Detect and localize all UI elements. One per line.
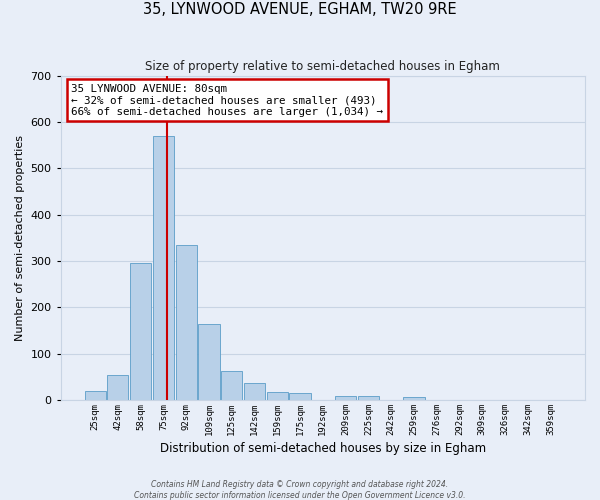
Y-axis label: Number of semi-detached properties: Number of semi-detached properties: [15, 135, 25, 341]
Bar: [153, 136, 174, 400]
Bar: [199, 324, 220, 400]
Bar: [85, 391, 106, 400]
X-axis label: Distribution of semi-detached houses by size in Egham: Distribution of semi-detached houses by …: [160, 442, 486, 455]
Text: 35, LYNWOOD AVENUE, EGHAM, TW20 9RE: 35, LYNWOOD AVENUE, EGHAM, TW20 9RE: [143, 2, 457, 18]
Bar: [176, 244, 197, 400]
Bar: [130, 264, 151, 400]
Text: Contains HM Land Registry data © Crown copyright and database right 2024.
Contai: Contains HM Land Registry data © Crown c…: [134, 480, 466, 500]
Bar: [221, 372, 242, 400]
Text: 35 LYNWOOD AVENUE: 80sqm
← 32% of semi-detached houses are smaller (493)
66% of : 35 LYNWOOD AVENUE: 80sqm ← 32% of semi-d…: [71, 84, 383, 117]
Bar: [244, 383, 265, 400]
Bar: [107, 374, 128, 400]
Bar: [358, 396, 379, 400]
Bar: [403, 397, 425, 400]
Bar: [267, 392, 288, 400]
Bar: [335, 396, 356, 400]
Title: Size of property relative to semi-detached houses in Egham: Size of property relative to semi-detach…: [145, 60, 500, 73]
Bar: [289, 393, 311, 400]
